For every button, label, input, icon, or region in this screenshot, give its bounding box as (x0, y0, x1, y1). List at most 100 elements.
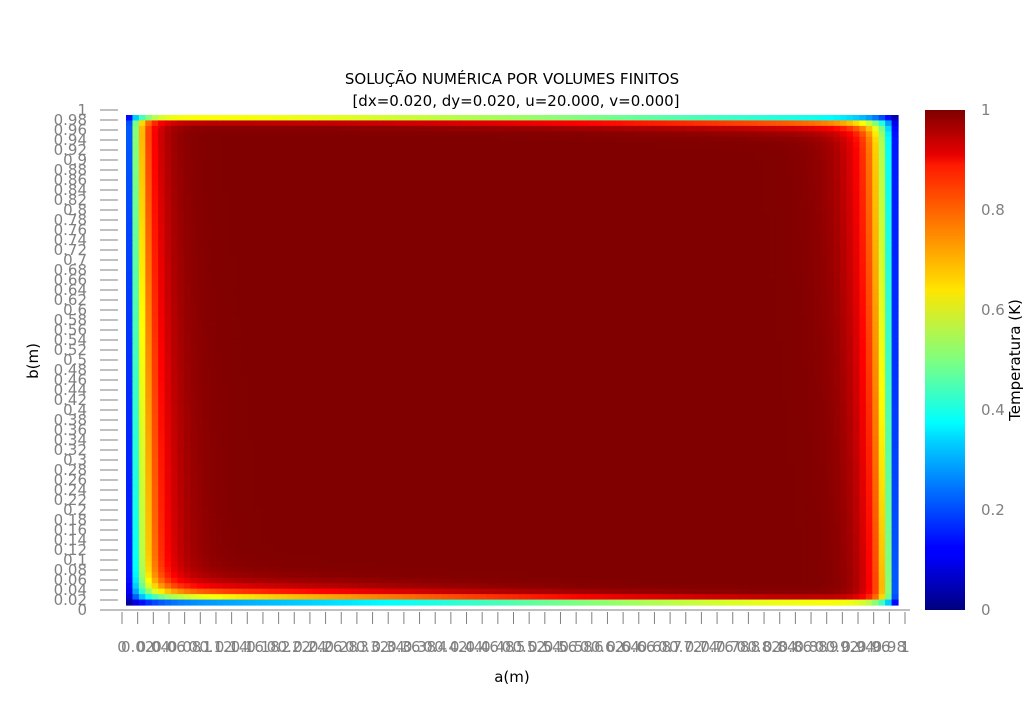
heatmap-cell (190, 300, 198, 307)
heatmap-cell (756, 174, 764, 181)
heatmap-cell (319, 278, 327, 285)
heatmap-cell (203, 256, 211, 263)
heatmap-cell (692, 147, 700, 154)
heatmap-cell (228, 213, 236, 220)
heatmap-cell (126, 196, 134, 203)
heatmap-cell (454, 142, 462, 149)
heatmap-cell (132, 289, 140, 296)
heatmap-cell (473, 305, 481, 312)
heatmap-cell (775, 316, 783, 323)
heatmap-cell (891, 278, 899, 285)
heatmap-cell (865, 213, 873, 220)
heatmap-cell (158, 278, 166, 285)
heatmap-cell (460, 115, 468, 122)
heatmap-cell (273, 185, 281, 192)
heatmap-cell (833, 229, 841, 236)
heatmap-cell (840, 283, 848, 290)
heatmap-cell (492, 332, 500, 339)
heatmap-cell (672, 169, 680, 176)
heatmap-cell (479, 229, 487, 236)
heatmap-cell (602, 202, 610, 209)
heatmap-cell (750, 332, 758, 339)
heatmap-cell (158, 311, 166, 318)
heatmap-cell (454, 202, 462, 209)
heatmap-cell (865, 272, 873, 279)
heatmap-cell (396, 218, 404, 225)
heatmap-cell (512, 272, 520, 279)
heatmap-cell (640, 158, 648, 165)
heatmap-cell (383, 115, 391, 122)
heatmap-cell (370, 289, 378, 296)
heatmap-cell (273, 207, 281, 214)
heatmap-cell (325, 125, 333, 132)
heatmap-cell (852, 278, 860, 285)
heatmap-cell (775, 147, 783, 154)
heatmap-cell (222, 262, 230, 269)
heatmap-cell (151, 272, 159, 279)
heatmap-cell (158, 327, 166, 334)
heatmap-cell (441, 196, 449, 203)
heatmap-cell (602, 229, 610, 236)
heatmap-cell (486, 174, 494, 181)
heatmap-cell (248, 202, 256, 209)
heatmap-cell (299, 229, 307, 236)
heatmap-cell (158, 262, 166, 269)
heatmap-cell (466, 158, 474, 165)
heatmap-cell (885, 316, 893, 323)
heatmap-cell (595, 164, 603, 171)
heatmap-cell (724, 120, 732, 127)
heatmap-cell (164, 332, 172, 339)
heatmap-cell (531, 191, 539, 198)
heatmap-cell (164, 164, 172, 171)
heatmap-cell (466, 332, 474, 339)
heatmap-cell (524, 174, 532, 181)
heatmap-cell (235, 169, 243, 176)
heatmap-cell (280, 202, 288, 209)
heatmap-cell (730, 142, 738, 149)
heatmap-cell (640, 289, 648, 296)
heatmap-cell (679, 327, 687, 334)
heatmap-cell (614, 191, 622, 198)
heatmap-cell (460, 136, 468, 143)
heatmap-cell (145, 169, 153, 176)
heatmap-cell (801, 289, 809, 296)
heatmap-cell (319, 213, 327, 220)
heatmap-cell (145, 300, 153, 307)
heatmap-cell (557, 147, 565, 154)
heatmap-cell (775, 278, 783, 285)
heatmap-cell (724, 180, 732, 187)
heatmap-cell (158, 283, 166, 290)
heatmap-cell (235, 142, 243, 149)
heatmap-cell (640, 283, 648, 290)
heatmap-cell (319, 289, 327, 296)
heatmap-cell (769, 202, 777, 209)
heatmap-cell (344, 120, 352, 127)
heatmap-cell (769, 125, 777, 132)
heatmap-cell (325, 338, 333, 345)
heatmap-cell (621, 332, 629, 339)
heatmap-cell (164, 180, 172, 187)
heatmap-cell (788, 147, 796, 154)
heatmap-cell (479, 147, 487, 154)
heatmap-cell (685, 131, 693, 138)
heatmap-cell (531, 245, 539, 252)
heatmap-cell (331, 321, 339, 328)
heatmap-cell (389, 256, 397, 263)
heatmap-cell (267, 327, 275, 334)
heatmap-cell (653, 305, 661, 312)
heatmap-cell (196, 164, 204, 171)
heatmap-cell (421, 213, 429, 220)
heatmap-cell (891, 327, 899, 334)
heatmap-cell (569, 245, 577, 252)
heatmap-cell (293, 245, 301, 252)
heatmap-cell (306, 283, 314, 290)
heatmap-cell (196, 305, 204, 312)
heatmap-cell (151, 300, 159, 307)
heatmap-cell (209, 240, 217, 247)
heatmap-cell (724, 272, 732, 279)
heatmap-cell (647, 229, 655, 236)
heatmap-cell (627, 294, 635, 301)
heatmap-cell (775, 202, 783, 209)
heatmap-cell (428, 305, 436, 312)
heatmap-cell (428, 131, 436, 138)
